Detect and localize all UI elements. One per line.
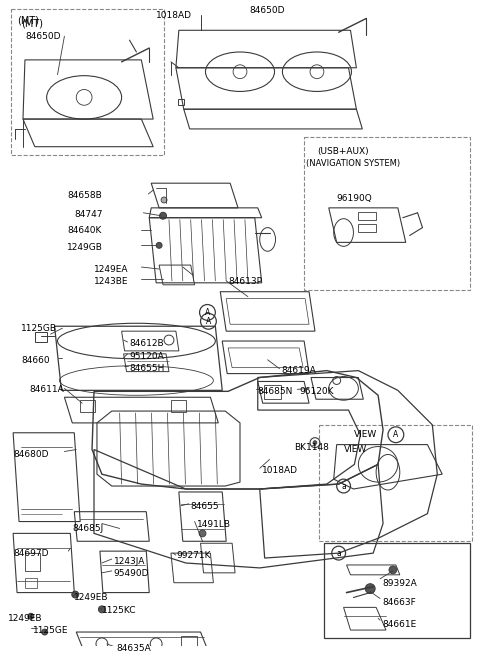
Bar bbox=[25, 553, 40, 571]
Text: 84685N: 84685N bbox=[258, 387, 293, 396]
Text: 96120K: 96120K bbox=[299, 387, 334, 396]
Text: 1249EA: 1249EA bbox=[94, 265, 129, 274]
Circle shape bbox=[313, 441, 317, 445]
Text: (USB+AUX): (USB+AUX) bbox=[317, 146, 369, 156]
Text: 84655: 84655 bbox=[191, 502, 219, 511]
Text: 89392A: 89392A bbox=[382, 579, 417, 588]
Text: 84663F: 84663F bbox=[382, 598, 416, 608]
Text: 99271K: 99271K bbox=[176, 551, 210, 560]
Text: 84747: 84747 bbox=[74, 210, 103, 219]
Circle shape bbox=[389, 566, 397, 574]
Text: VIEW: VIEW bbox=[353, 430, 377, 439]
Text: a: a bbox=[336, 549, 341, 558]
Text: 84640K: 84640K bbox=[67, 226, 102, 235]
Text: 84655H: 84655H bbox=[130, 364, 165, 373]
Bar bbox=[324, 543, 470, 638]
Text: 84635A: 84635A bbox=[117, 644, 152, 653]
Bar bbox=[35, 332, 47, 342]
Text: 1125GB: 1125GB bbox=[21, 324, 57, 334]
Text: 84660: 84660 bbox=[21, 356, 49, 365]
Text: 1243JA: 1243JA bbox=[114, 557, 145, 566]
Circle shape bbox=[160, 213, 167, 219]
Text: 84680D: 84680D bbox=[13, 449, 48, 458]
Text: 84613P: 84613P bbox=[228, 277, 262, 286]
Bar bbox=[319, 425, 472, 542]
Text: A: A bbox=[393, 430, 398, 439]
Text: 84612B: 84612B bbox=[130, 339, 164, 348]
Text: 1018AD: 1018AD bbox=[156, 10, 192, 20]
Circle shape bbox=[42, 629, 48, 635]
Text: VIEW: VIEW bbox=[344, 445, 367, 454]
Text: 84611A: 84611A bbox=[29, 385, 64, 394]
Text: 95490D: 95490D bbox=[114, 569, 149, 578]
Text: 95120A: 95120A bbox=[130, 352, 164, 361]
Text: BK1148: BK1148 bbox=[294, 443, 329, 452]
Text: 84658B: 84658B bbox=[67, 191, 102, 200]
Bar bbox=[264, 385, 281, 399]
Bar bbox=[11, 9, 164, 154]
Bar bbox=[304, 137, 470, 290]
Circle shape bbox=[28, 613, 34, 619]
Text: 84661E: 84661E bbox=[382, 620, 416, 629]
Bar bbox=[25, 577, 37, 588]
Circle shape bbox=[161, 197, 167, 203]
Bar bbox=[359, 224, 376, 232]
Text: 1018AD: 1018AD bbox=[262, 466, 298, 475]
Text: 1249EB: 1249EB bbox=[74, 593, 109, 602]
Text: 1243BE: 1243BE bbox=[94, 277, 129, 286]
Bar bbox=[171, 400, 186, 412]
Bar bbox=[359, 212, 376, 220]
Text: 1491LB: 1491LB bbox=[197, 519, 230, 528]
Text: A: A bbox=[206, 317, 211, 326]
Text: 84650D: 84650D bbox=[250, 6, 286, 14]
Text: 1125GE: 1125GE bbox=[33, 626, 68, 635]
Text: (MT): (MT) bbox=[21, 18, 43, 29]
Bar bbox=[80, 400, 95, 412]
Text: 84685J: 84685J bbox=[72, 523, 104, 532]
Text: (MT): (MT) bbox=[17, 16, 39, 26]
Circle shape bbox=[365, 584, 375, 594]
Circle shape bbox=[199, 530, 206, 537]
Circle shape bbox=[156, 243, 162, 249]
Text: 1249EB: 1249EB bbox=[8, 614, 43, 623]
Circle shape bbox=[72, 591, 79, 598]
Text: A: A bbox=[205, 308, 210, 317]
Text: 96190Q: 96190Q bbox=[336, 194, 372, 203]
Text: a: a bbox=[341, 481, 346, 490]
Bar bbox=[181, 636, 197, 648]
Text: 84650D: 84650D bbox=[25, 32, 60, 41]
Bar bbox=[178, 99, 184, 105]
Text: (NAVIGATION SYSTEM): (NAVIGATION SYSTEM) bbox=[306, 158, 400, 167]
Text: 1249GB: 1249GB bbox=[67, 243, 103, 252]
Text: 1125KC: 1125KC bbox=[102, 606, 136, 615]
Circle shape bbox=[98, 606, 105, 613]
Text: 84619A: 84619A bbox=[281, 366, 316, 375]
Text: 84697D: 84697D bbox=[13, 549, 48, 558]
